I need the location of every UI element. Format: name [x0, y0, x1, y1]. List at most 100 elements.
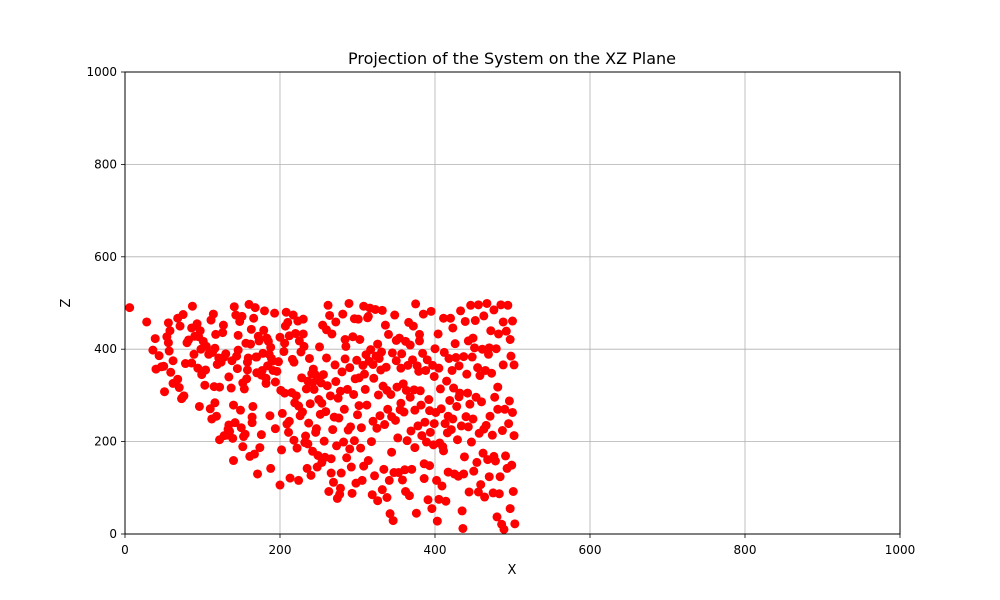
- data-point: [289, 435, 299, 445]
- data-point: [352, 355, 362, 365]
- data-point: [363, 311, 373, 321]
- data-point: [445, 395, 455, 405]
- data-point: [417, 431, 427, 441]
- data-point: [456, 306, 466, 316]
- data-point: [508, 486, 518, 496]
- data-point: [366, 437, 376, 447]
- data-point: [367, 490, 377, 500]
- data-point: [189, 349, 199, 359]
- data-point: [328, 477, 338, 487]
- data-point: [473, 300, 483, 310]
- data-point: [353, 410, 362, 420]
- data-point: [211, 411, 221, 421]
- data-point: [239, 384, 249, 394]
- data-point: [500, 404, 510, 414]
- data-point: [381, 362, 391, 372]
- data-point: [491, 344, 501, 354]
- data-point: [430, 344, 440, 354]
- data-point: [208, 309, 218, 319]
- data-point: [425, 406, 435, 416]
- data-point: [166, 367, 176, 377]
- data-point: [255, 443, 265, 453]
- data-point: [384, 329, 393, 339]
- y-tick-label: 200: [94, 435, 117, 449]
- data-point: [368, 416, 378, 426]
- data-point: [435, 384, 445, 394]
- data-point: [415, 336, 424, 346]
- data-point: [414, 366, 424, 376]
- data-point: [291, 391, 301, 401]
- data-point: [436, 404, 446, 414]
- data-point: [338, 309, 348, 319]
- data-point: [462, 369, 472, 379]
- data-point: [476, 480, 486, 490]
- data-point: [334, 413, 344, 423]
- data-point: [246, 324, 256, 334]
- data-point: [230, 418, 240, 428]
- data-point: [270, 308, 280, 318]
- data-point: [360, 384, 370, 394]
- data-point: [277, 408, 287, 418]
- data-point: [265, 411, 275, 421]
- data-point: [313, 450, 323, 460]
- data-point: [242, 374, 252, 384]
- y-axis-ticks: 0 200 400 600 800 1000: [86, 65, 125, 541]
- data-point: [215, 382, 225, 392]
- x-tick-label: 0: [121, 543, 129, 557]
- data-point: [163, 338, 173, 348]
- data-point: [432, 516, 442, 526]
- data-point: [228, 433, 238, 443]
- data-point: [259, 325, 269, 335]
- data-point: [377, 347, 387, 357]
- data-point: [175, 321, 185, 331]
- data-point: [420, 417, 430, 427]
- data-point: [498, 317, 508, 327]
- data-point: [285, 473, 295, 483]
- data-point: [359, 369, 369, 379]
- data-point: [427, 504, 437, 514]
- data-point: [194, 401, 204, 411]
- data-point: [226, 383, 236, 393]
- data-point: [173, 374, 183, 384]
- data-point: [442, 376, 452, 386]
- data-point: [322, 381, 332, 391]
- data-point: [327, 329, 337, 339]
- data-point: [284, 427, 294, 437]
- data-point: [405, 392, 415, 402]
- data-point: [452, 401, 462, 411]
- data-point: [302, 463, 312, 473]
- data-point: [349, 389, 359, 399]
- x-axis-label: X: [508, 563, 517, 578]
- data-point: [261, 378, 271, 388]
- data-point: [373, 390, 383, 400]
- x-tick-label: 200: [269, 543, 292, 557]
- data-point: [370, 304, 380, 314]
- data-point: [177, 393, 187, 403]
- data-point: [298, 314, 308, 324]
- data-point: [469, 466, 479, 476]
- x-axis-ticks: 0 200 400 600 800 1000: [121, 534, 915, 557]
- data-point: [423, 495, 433, 505]
- data-point: [201, 365, 211, 375]
- data-point: [402, 436, 412, 446]
- data-point: [470, 316, 480, 326]
- data-point: [159, 361, 169, 371]
- data-point: [413, 421, 423, 431]
- plot-area-frame: [124, 71, 901, 535]
- data-point: [377, 485, 387, 495]
- data-point: [411, 299, 421, 309]
- data-point: [421, 437, 431, 447]
- data-point: [439, 313, 449, 323]
- x-tick-label: 1000: [885, 543, 916, 557]
- x-tick-label: 600: [579, 543, 602, 557]
- data-point: [504, 396, 514, 406]
- data-point: [397, 349, 407, 359]
- data-point: [494, 329, 504, 339]
- data-point: [318, 370, 328, 380]
- data-point: [375, 411, 385, 421]
- data-point: [501, 326, 511, 336]
- data-point: [383, 404, 393, 414]
- data-point: [341, 341, 351, 351]
- data-point: [281, 307, 291, 317]
